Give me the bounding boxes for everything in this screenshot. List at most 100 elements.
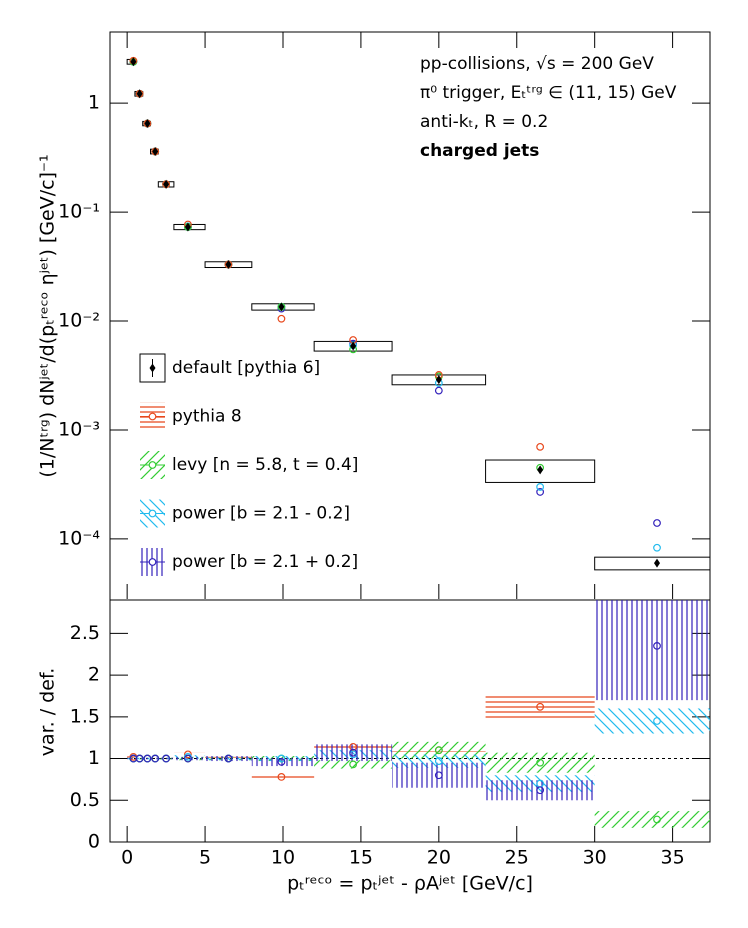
sys-band — [158, 757, 174, 760]
marker — [350, 341, 357, 351]
marker — [184, 754, 192, 763]
marker — [349, 742, 358, 751]
marker — [184, 222, 191, 232]
legend-label: power [b = 2.1 - 0.2] — [172, 504, 350, 524]
marker — [151, 754, 160, 763]
sys-band — [150, 757, 159, 760]
y-tick-label: 1 — [88, 747, 100, 769]
y-tick-label: 10⁻¹ — [58, 201, 100, 223]
y-axis-title: var. / def. — [37, 668, 59, 757]
plot-area — [110, 600, 710, 828]
marker — [536, 488, 545, 496]
marker — [434, 386, 443, 395]
marker — [277, 314, 286, 323]
sys-band — [134, 757, 143, 760]
sys-band — [485, 752, 595, 773]
annotation: charged jets — [420, 141, 539, 161]
marker — [162, 754, 171, 763]
marker — [536, 483, 545, 491]
marker — [434, 771, 443, 780]
marker — [537, 465, 544, 475]
sys-band — [594, 600, 710, 701]
sys-band — [251, 775, 315, 779]
x-tick-label: 25 — [505, 847, 529, 869]
annotation: anti-kₜ, R = 0.2 — [420, 112, 548, 132]
legend-marker — [148, 461, 157, 469]
y-tick-label: 2.5 — [70, 622, 100, 644]
marker — [536, 702, 545, 711]
marker — [224, 754, 233, 763]
marker — [278, 302, 285, 312]
legend-swatch — [139, 353, 166, 383]
marker — [653, 815, 661, 824]
sys-band — [594, 708, 710, 734]
sys-band — [205, 756, 252, 762]
x-axis-title: pₜʳᵉᶜᵒ = pₜʲᵉᵗ - ρAʲᵉᵗ [GeV/c] — [287, 873, 533, 895]
marker — [277, 754, 286, 763]
plot-area — [126, 56, 710, 571]
marker — [225, 260, 232, 270]
annotation: π⁰ trigger, Eₜᵗʳᵍ ∈ (11, 15) GeV — [420, 83, 677, 103]
y-tick-label: 10⁻³ — [58, 418, 100, 440]
sys-band — [142, 757, 151, 760]
legend-marker — [148, 412, 157, 421]
x-tick-label: 0 — [121, 847, 133, 869]
marker — [536, 786, 545, 795]
marker — [152, 146, 159, 156]
y-tick-label: 10⁻² — [58, 310, 100, 332]
sys-box — [485, 459, 596, 483]
marker — [143, 754, 152, 763]
sys-band — [314, 760, 393, 769]
marker — [349, 748, 358, 757]
legend-label: default [pythia 6] — [172, 358, 320, 378]
legend-marker — [148, 558, 157, 566]
sys-band — [594, 811, 710, 828]
marker — [434, 746, 443, 755]
y-tick-label: 2 — [88, 664, 100, 686]
legend-label: levy [n = 5.8, t = 0.4] — [172, 455, 358, 475]
marker — [653, 519, 661, 527]
marker — [144, 119, 151, 129]
y-tick-label: 0.5 — [70, 789, 100, 811]
marker — [536, 442, 545, 451]
sys-box — [391, 374, 487, 386]
marker — [434, 757, 443, 765]
sys-band — [485, 693, 595, 721]
sys-band — [392, 741, 486, 759]
legend-label: pythia 8 — [172, 407, 242, 427]
sys-band — [173, 756, 206, 761]
sys-box — [594, 556, 710, 571]
marker — [653, 543, 661, 552]
y-tick-label: 1.5 — [70, 705, 100, 727]
sys-band — [392, 762, 486, 788]
marker — [435, 375, 442, 385]
marker — [349, 760, 358, 769]
x-tick-label: 30 — [583, 847, 607, 869]
marker — [130, 57, 137, 67]
marker — [654, 558, 661, 568]
marker — [536, 758, 545, 767]
y-tick-label: 1 — [88, 92, 100, 114]
sys-band — [314, 744, 393, 762]
marker — [136, 89, 143, 99]
marker — [277, 773, 286, 781]
marker — [653, 717, 661, 725]
x-tick-label: 10 — [271, 847, 295, 869]
annotation: pp-collisions, √s = 200 GeV — [420, 54, 654, 74]
marker — [135, 754, 144, 763]
marker — [277, 757, 286, 766]
marker — [184, 750, 192, 759]
sys-band — [485, 780, 595, 801]
marker — [653, 641, 661, 650]
x-tick-label: 5 — [199, 847, 211, 869]
y-tick-label: 0 — [88, 831, 100, 853]
legend-marker — [148, 509, 157, 518]
x-tick-label: 15 — [349, 847, 373, 869]
y-axis-title: (1/Nᵗʳᵍ) dNʲᵉᵗ/d(pₜʳᵉᶜᵒ ηʲᵉᵗ) [GeV/c]⁻¹ — [37, 154, 59, 477]
legend-label: power [b = 2.1 + 0.2] — [172, 552, 358, 572]
y-tick-label: 10⁻⁴ — [58, 527, 100, 549]
marker — [163, 179, 170, 189]
